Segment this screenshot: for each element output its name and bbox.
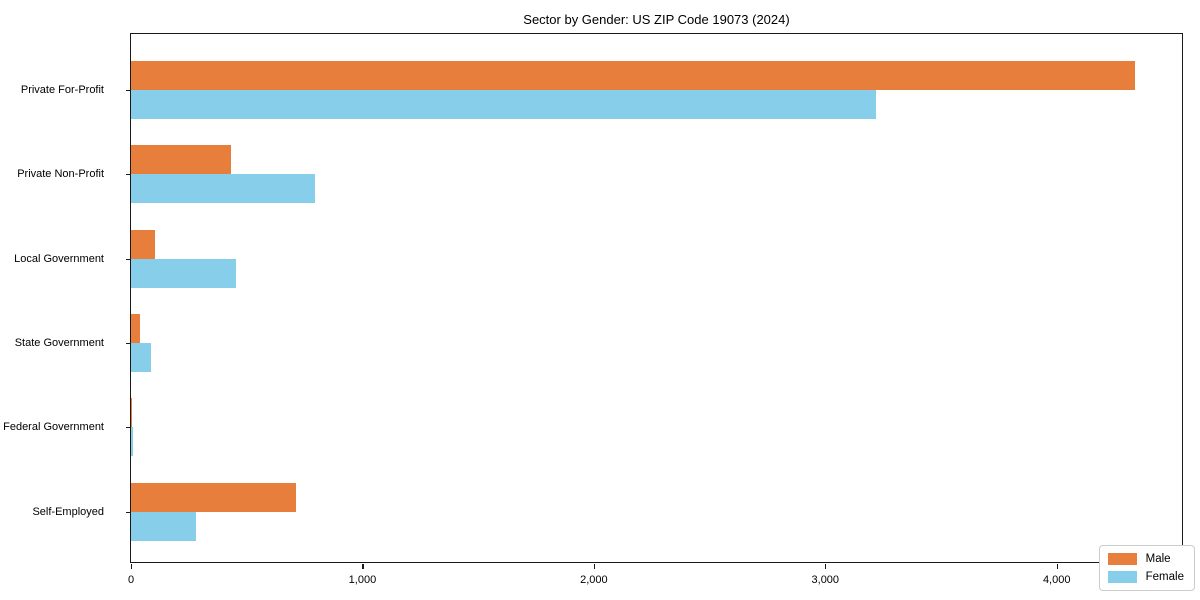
x-tick-label-4000: 4,000 [1042, 574, 1071, 586]
x-tick-label-2000: 2,000 [580, 574, 608, 586]
legend-swatch-male [1107, 553, 1137, 565]
y-tick-mark [126, 427, 131, 429]
y-tick-mark [126, 90, 131, 92]
chart-title: Sector by Gender: US ZIP Code 19073 (202… [523, 12, 790, 27]
bar-female-self-employed [131, 511, 196, 541]
legend-label-female: Female [1145, 571, 1184, 583]
bar-female-local-government [131, 258, 237, 288]
bar-male-local-government [131, 229, 156, 259]
y-tick-mark [126, 174, 131, 176]
y-tick-mark [126, 342, 131, 345]
bar-female-private-for-profit [131, 90, 877, 119]
bar-male-state-government [131, 313, 141, 343]
x-tick-mark [362, 564, 364, 569]
bar-male-federal-government [131, 398, 133, 428]
x-tick-label-1000: 1,000 [348, 574, 377, 586]
x-tick-mark [131, 564, 133, 569]
legend-swatch-female [1107, 571, 1137, 583]
x-tick-mark [593, 564, 596, 569]
legend-label-male: Male [1145, 553, 1171, 565]
x-tick-mark [1056, 564, 1058, 569]
legend-entry-male: Male [1107, 553, 1184, 565]
bar-male-private-for-profit [131, 61, 1136, 90]
legend: Male Female [1098, 545, 1195, 591]
bar-female-federal-government [131, 427, 134, 457]
x-tick-label-0: 0 [127, 574, 135, 586]
x-tick-mark [825, 564, 827, 569]
y-tick-label-local-government: Local Government [14, 252, 104, 265]
y-tick-label-self-employed: Self-Employed [32, 505, 104, 518]
y-tick-label-state-government: State Government [14, 336, 104, 349]
bar-male-self-employed [131, 482, 297, 512]
y-tick-mark [126, 511, 131, 513]
x-tick-label-3000: 3,000 [811, 574, 840, 586]
y-tick-label-private-for-profit: Private For-Profit [20, 84, 104, 96]
bar-male-private-non-profit [131, 145, 231, 175]
y-tick-label-private-non-profit: Private Non-Profit [17, 168, 104, 181]
plot-area: Private For-Profit Private Non-Profit Loca… [3, 33, 1183, 586]
y-tick-label-federal-government: Federal Government [3, 421, 104, 434]
y-tick-mark [126, 258, 131, 260]
bar-female-state-government [131, 342, 151, 372]
bar-female-private-non-profit [131, 174, 315, 204]
legend-entry-female: Female [1107, 571, 1184, 583]
